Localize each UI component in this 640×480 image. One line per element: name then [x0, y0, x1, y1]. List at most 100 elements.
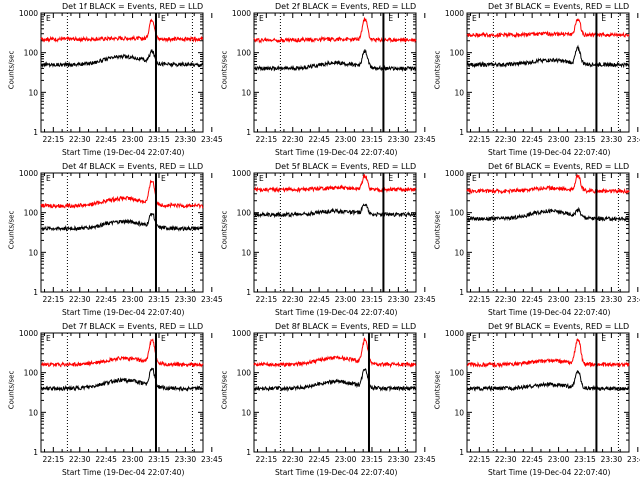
x-tick-label: 23:45	[201, 455, 223, 464]
series-events-line	[466, 44, 630, 69]
series-lld-line	[40, 179, 204, 210]
y-tick-label: 100	[237, 49, 252, 58]
x-tick-label: 23:45	[414, 455, 436, 464]
x-tick-label: 22:45	[95, 295, 117, 304]
series-events-line	[40, 367, 204, 393]
plot-area: 1 10 100 1000 22:15 22:30 22:45 23:00 23:15 23:30…	[19, 169, 223, 304]
x-axis-label: Start Time (19-Dec-04 22:07:40)	[275, 148, 398, 157]
series-lld-line	[253, 174, 417, 194]
detector-panel-3: Det 3f BLACK = Events, RED = LLD Start Ti…	[426, 0, 640, 160]
plot-area: 1 10 100 1000 22:15 22:30 22:45 23:00 23:15 23:30…	[232, 169, 436, 304]
y-tick-label: 1	[459, 288, 464, 297]
marker-label: E	[46, 14, 51, 23]
marker-label: E	[472, 334, 477, 343]
marker-label: E	[161, 14, 166, 23]
x-tick-label: 22:45	[308, 295, 330, 304]
x-tick-label: 22:15	[469, 295, 491, 304]
y-tick-label: 1	[459, 128, 464, 137]
y-tick-label: 1	[246, 288, 251, 297]
x-tick-label: 23:00	[335, 135, 357, 144]
plot-area: 1 10 100 1000 22:15 22:30 22:45 23:00 23:15 23:30…	[445, 9, 640, 144]
plot-area: 1 10 100 1000 22:15 22:30 22:45 23:00 23:15 23:30…	[19, 9, 223, 144]
x-tick-label: 22:30	[69, 295, 91, 304]
x-tick-label: 22:15	[43, 295, 65, 304]
plot-frame	[40, 172, 204, 293]
detector-panel-4: Det 4f BLACK = Events, RED = LLD Start Ti…	[0, 160, 223, 320]
series-lld-line	[466, 18, 630, 39]
x-axis-label: Start Time (19-Dec-04 22:07:40)	[62, 148, 185, 157]
y-tick-label: 1	[246, 128, 251, 137]
y-tick-label: 1000	[19, 169, 38, 178]
y-tick-label: 100	[24, 369, 39, 378]
x-tick-label: 23:15	[361, 135, 383, 144]
chart-title: Det 3f BLACK = Events, RED = LLD	[488, 2, 630, 11]
x-tick-label: 23:00	[548, 455, 570, 464]
x-tick-label: 22:45	[95, 455, 117, 464]
x-tick-label: 22:15	[469, 135, 491, 144]
x-tick-label: 22:30	[69, 135, 91, 144]
y-tick-label: 1000	[445, 329, 464, 338]
x-tick-label: 22:30	[495, 295, 517, 304]
plot-area: 1 10 100 1000 22:15 22:30 22:45 23:00 23:15 23:30…	[232, 9, 436, 144]
marker-label: E	[374, 334, 379, 343]
x-tick-label: 23:15	[361, 455, 383, 464]
chart-title: Det 4f BLACK = Events, RED = LLD	[62, 162, 204, 171]
x-tick-label: 23:30	[175, 295, 197, 304]
x-axis-label: Start Time (19-Dec-04 22:07:40)	[62, 468, 185, 477]
marker-label: E	[46, 174, 51, 183]
y-tick-label: 10	[241, 408, 251, 417]
x-tick-label: 23:30	[388, 455, 410, 464]
detector-panel-5: Det 5f BLACK = Events, RED = LLD Start Ti…	[213, 160, 436, 320]
x-tick-label: 23:30	[175, 135, 197, 144]
y-tick-label: 1000	[232, 169, 251, 178]
x-tick-label: 23:30	[175, 455, 197, 464]
x-tick-label: 23:15	[148, 455, 170, 464]
plot-frame	[253, 172, 417, 293]
series-lld-line	[253, 337, 417, 369]
x-tick-label: 23:45	[627, 295, 640, 304]
y-tick-label: 100	[450, 209, 465, 218]
x-tick-label: 22:30	[69, 455, 91, 464]
plot-frame	[40, 12, 204, 133]
x-tick-label: 22:15	[469, 455, 491, 464]
detector-panel-1: Det 1f BLACK = Events, RED = LLD Start Ti…	[0, 0, 223, 160]
marker-label: E	[472, 174, 477, 183]
y-tick-label: 10	[454, 88, 464, 97]
y-tick-label: 100	[24, 209, 39, 218]
marker-label: E	[259, 174, 264, 183]
chart-title: Det 9f BLACK = Events, RED = LLD	[488, 322, 630, 331]
x-tick-label: 22:30	[282, 455, 304, 464]
y-tick-label: 10	[454, 248, 464, 257]
x-tick-label: 22:30	[495, 455, 517, 464]
x-tick-label: 22:45	[308, 455, 330, 464]
y-tick-label: 10	[28, 248, 38, 257]
x-tick-label: 23:45	[201, 135, 223, 144]
x-tick-label: 22:15	[43, 135, 65, 144]
series-events-line	[253, 368, 417, 393]
x-tick-label: 22:30	[495, 135, 517, 144]
plot-frame	[466, 12, 630, 133]
x-tick-label: 23:00	[122, 455, 144, 464]
x-tick-label: 23:15	[574, 295, 596, 304]
y-tick-label: 10	[28, 408, 38, 417]
series-events-line	[253, 203, 417, 219]
marker-label: E	[259, 334, 264, 343]
marker-label: E	[161, 174, 166, 183]
x-tick-label: 23:45	[627, 135, 640, 144]
marker-label: E	[388, 14, 393, 23]
x-tick-label: 23:45	[414, 295, 436, 304]
x-tick-label: 23:15	[361, 295, 383, 304]
marker-label: E	[601, 334, 606, 343]
x-tick-label: 22:30	[282, 135, 304, 144]
y-tick-label: 1	[246, 448, 251, 457]
series-events-line	[466, 370, 630, 392]
x-tick-label: 23:00	[122, 135, 144, 144]
plot-frame	[253, 12, 417, 133]
marker-label: E	[46, 334, 51, 343]
series-events-line	[466, 206, 630, 222]
x-tick-label: 23:00	[335, 295, 357, 304]
y-tick-label: 1	[33, 448, 38, 457]
y-tick-label: 1	[33, 128, 38, 137]
x-tick-label: 23:15	[574, 135, 596, 144]
